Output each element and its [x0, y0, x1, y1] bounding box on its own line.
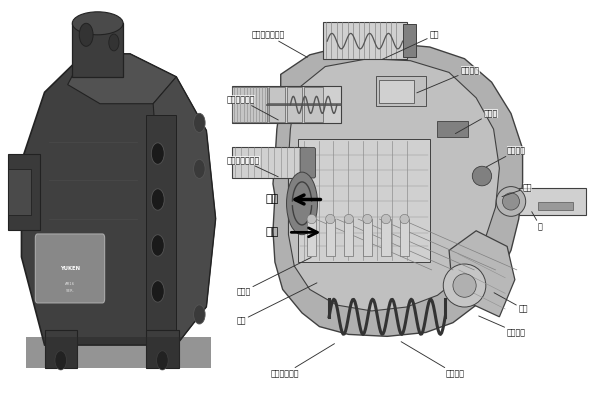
Bar [232, 147, 306, 178]
Bar [344, 219, 353, 256]
Text: 缸体: 缸体 [236, 283, 317, 325]
Circle shape [326, 214, 335, 224]
Text: SER.: SER. [65, 289, 74, 293]
Circle shape [443, 264, 486, 307]
Circle shape [472, 166, 491, 186]
Ellipse shape [73, 12, 123, 35]
Circle shape [194, 113, 205, 132]
Circle shape [363, 214, 372, 224]
Bar [379, 80, 414, 103]
Bar [146, 330, 179, 368]
Polygon shape [68, 54, 176, 104]
Polygon shape [273, 43, 523, 336]
Circle shape [151, 235, 164, 256]
Bar [232, 86, 341, 123]
Bar [8, 169, 31, 215]
Circle shape [151, 281, 164, 302]
Polygon shape [153, 77, 215, 345]
Text: 压力调节螺钉: 压力调节螺钉 [227, 95, 278, 120]
Circle shape [496, 187, 526, 216]
Text: 斜盘: 斜盘 [494, 293, 528, 314]
Polygon shape [449, 231, 515, 317]
Text: 配油盘: 配油盘 [236, 257, 311, 296]
Text: 轴: 轴 [532, 212, 543, 231]
Bar [298, 139, 430, 262]
Text: 压力补偿控制阀: 压力补偿控制阀 [252, 31, 307, 57]
Polygon shape [289, 59, 499, 311]
Text: 斜盘回帰弹簧: 斜盘回帰弹簧 [271, 344, 334, 378]
Circle shape [344, 214, 353, 224]
Circle shape [307, 214, 316, 224]
Circle shape [453, 274, 476, 297]
Bar [287, 87, 302, 122]
Bar [304, 87, 323, 122]
Circle shape [157, 351, 168, 370]
Bar [403, 24, 416, 57]
Circle shape [382, 214, 391, 224]
FancyBboxPatch shape [35, 234, 104, 303]
Bar [307, 219, 316, 256]
Bar [326, 219, 335, 256]
Circle shape [194, 159, 205, 178]
Ellipse shape [287, 172, 317, 235]
Polygon shape [22, 54, 215, 345]
Circle shape [55, 351, 67, 370]
Text: 进油口: 进油口 [455, 109, 498, 134]
Circle shape [151, 143, 164, 164]
Bar [376, 76, 426, 106]
Bar [538, 202, 573, 210]
Bar [382, 219, 391, 256]
Text: 输出: 输出 [266, 194, 279, 205]
Text: 流量调节器螺钉: 流量调节器螺钉 [227, 156, 278, 177]
Circle shape [151, 189, 164, 210]
Text: 滚珠导圈: 滚珠导圈 [479, 316, 526, 337]
Bar [363, 219, 372, 256]
Bar [437, 121, 469, 137]
Bar [400, 219, 409, 256]
Text: 吸入: 吸入 [266, 227, 279, 237]
Polygon shape [146, 115, 176, 330]
Circle shape [194, 305, 205, 324]
Bar [269, 87, 284, 122]
Text: 柱塞组件: 柱塞组件 [401, 342, 464, 378]
Circle shape [400, 214, 409, 224]
FancyBboxPatch shape [300, 148, 316, 178]
Circle shape [79, 23, 93, 46]
Circle shape [502, 193, 520, 210]
Polygon shape [73, 23, 123, 77]
Polygon shape [8, 154, 40, 230]
Bar [44, 330, 77, 368]
Bar [26, 338, 211, 368]
Text: 拨动支点: 拨动支点 [487, 146, 526, 167]
Text: 阀芯: 阀芯 [382, 31, 439, 59]
Bar [323, 22, 407, 59]
Text: YUKEN: YUKEN [60, 266, 80, 271]
Bar [519, 188, 586, 215]
Text: 活塞: 活塞 [502, 183, 532, 197]
Text: AR16: AR16 [65, 282, 75, 286]
Circle shape [109, 34, 119, 51]
Bar [232, 87, 267, 122]
Text: 控制活塞: 控制活塞 [417, 66, 479, 93]
